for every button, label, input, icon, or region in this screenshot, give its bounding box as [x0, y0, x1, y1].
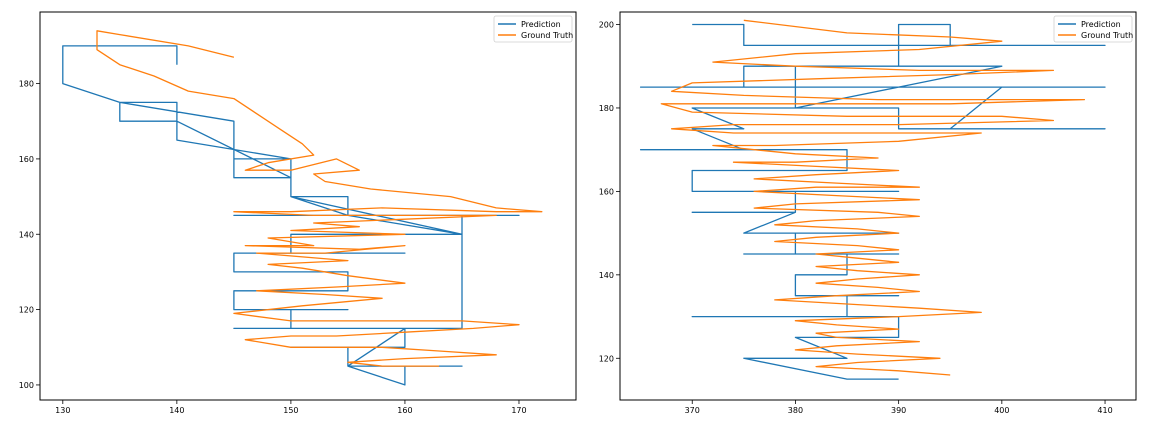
y-tick-label: 180 [599, 104, 614, 113]
x-tick-label: 370 [685, 406, 700, 415]
legend-label: Ground Truth [1081, 31, 1133, 40]
x-tick-label: 380 [788, 406, 803, 415]
x-tick-label: 170 [511, 406, 526, 415]
y-tick-label: 180 [19, 80, 34, 89]
legend-label: Prediction [1081, 20, 1121, 29]
x-tick-label: 410 [1097, 406, 1112, 415]
x-tick-label: 160 [397, 406, 412, 415]
y-tick-label: 120 [19, 306, 34, 315]
x-tick-label: 400 [994, 406, 1009, 415]
plot-frame [39, 11, 577, 401]
y-tick-label: 120 [599, 354, 614, 363]
legend: Prediction Ground Truth [493, 15, 573, 43]
legend: Prediction Ground Truth [1053, 15, 1133, 43]
x-tick-label: 390 [891, 406, 906, 415]
left-chart: 130 140 150 160 170 100 120 140 160 180 Prediction… [19, 11, 577, 415]
legend-label: Prediction [521, 20, 561, 29]
y-tick-label: 160 [599, 187, 614, 196]
y-tick-label: 140 [19, 230, 34, 239]
series-line-ground-truth [96, 30, 543, 367]
y-tick-label: 200 [599, 21, 614, 30]
x-tick-label: 140 [169, 406, 184, 415]
legend-label: Ground Truth [521, 31, 573, 40]
y-tick-label: 160 [19, 155, 34, 164]
right-chart: 370 380 390 400 410 120 140 160 180 200 Prediction… [599, 11, 1137, 415]
x-tick-label: 150 [283, 406, 298, 415]
series-line-ground-truth [660, 19, 1086, 376]
y-tick-label: 100 [19, 381, 34, 390]
plot-frame [619, 11, 1137, 401]
y-tick-label: 140 [599, 271, 614, 280]
x-tick-label: 130 [55, 406, 70, 415]
